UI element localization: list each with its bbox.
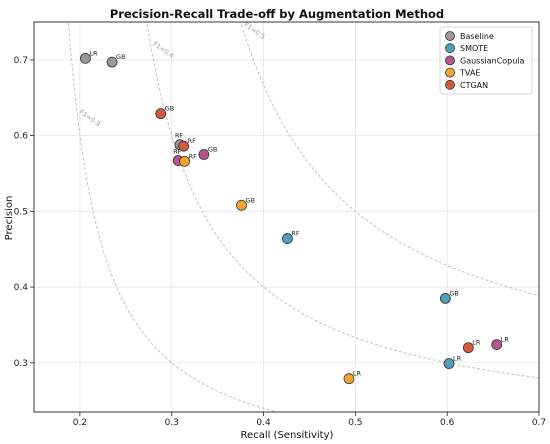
x-tick-label: 0.3 bbox=[165, 418, 179, 428]
y-axis-label: Precision bbox=[4, 196, 15, 241]
iso-f1-curves bbox=[67, 22, 539, 412]
series-gaussiancopula: RF GB LR bbox=[172, 146, 510, 351]
iso-f1-curve bbox=[240, 22, 539, 296]
data-point bbox=[106, 56, 118, 68]
legend-entry: SMOTE bbox=[460, 44, 488, 53]
x-tick-label: 0.2 bbox=[73, 418, 87, 428]
legend-marker bbox=[445, 43, 455, 54]
chart-title: Precision-Recall Trade-off by Augmentati… bbox=[110, 7, 444, 21]
iso-f1-label: F1=0.5 bbox=[243, 21, 267, 41]
point-label: RF bbox=[173, 148, 182, 156]
y-tick-label: 0.5 bbox=[14, 207, 28, 217]
point-label: LR bbox=[501, 336, 510, 344]
data-point bbox=[443, 358, 455, 369]
y-tick-label: 0.3 bbox=[14, 359, 28, 369]
point-label: GB bbox=[449, 289, 459, 297]
y-tick-label: 0.4 bbox=[14, 283, 29, 293]
series-ctgan: GB RF LR bbox=[155, 105, 481, 354]
data-point bbox=[179, 155, 190, 167]
data-point bbox=[155, 108, 167, 120]
legend-box bbox=[439, 26, 533, 95]
x-tick-label: 0.5 bbox=[348, 418, 362, 428]
legend-entry: TVAE bbox=[459, 69, 480, 78]
point-label: GB bbox=[116, 53, 126, 61]
point-label: RF bbox=[189, 152, 198, 160]
legend: Baseline SMOTE GaussianCopula TVAE CTGAN bbox=[439, 26, 533, 95]
point-label: GB bbox=[208, 146, 218, 154]
point-label: LR bbox=[472, 339, 481, 347]
legend-entry: CTGAN bbox=[460, 81, 488, 90]
series-smote: RF GB LR bbox=[282, 230, 462, 369]
legend-marker bbox=[445, 67, 455, 78]
point-label: GB bbox=[246, 196, 256, 204]
legend-marker bbox=[445, 31, 455, 41]
y-tick-label: 0.6 bbox=[14, 132, 29, 142]
data-point bbox=[178, 140, 190, 152]
data-point bbox=[343, 373, 355, 385]
x-tick-label: 0.6 bbox=[440, 418, 455, 428]
data-point bbox=[236, 199, 247, 211]
data-point bbox=[80, 52, 91, 64]
legend-marker bbox=[445, 55, 455, 66]
iso-f1-curve bbox=[67, 22, 279, 412]
legend-marker bbox=[445, 79, 455, 90]
x-tick-label: 0.4 bbox=[256, 418, 271, 428]
point-label: LR bbox=[353, 370, 362, 378]
point-label: LR bbox=[453, 355, 462, 363]
x-axis-label: Recall (Sensitivity) bbox=[241, 430, 334, 441]
data-point bbox=[439, 293, 451, 304]
point-label: RF bbox=[175, 132, 184, 140]
plot-area: 0.2 0.3 0.4 0.5 0.6 0.7 0.3 0.4 0.5 0.6 0.7 F1=0.3 F… bbox=[14, 21, 546, 428]
y-tick-label: 0.7 bbox=[14, 56, 28, 66]
point-label: LR bbox=[89, 49, 98, 57]
x-tick-label: 0.7 bbox=[532, 418, 546, 428]
legend-entry: GaussianCopula bbox=[460, 56, 525, 65]
plot-frame bbox=[33, 21, 540, 413]
point-label: GB bbox=[165, 105, 175, 113]
iso-f1-label: F1=0.3 bbox=[78, 108, 102, 128]
legend-entry: Baseline bbox=[460, 32, 494, 41]
data-point bbox=[198, 149, 210, 160]
point-label: RF bbox=[291, 230, 300, 238]
data-point bbox=[491, 339, 503, 351]
point-label: RF bbox=[188, 137, 197, 145]
series-baseline: LR GB RF bbox=[80, 49, 186, 151]
series-tvae: RF GB LR bbox=[179, 152, 362, 385]
data-point bbox=[282, 233, 293, 244]
data-point bbox=[462, 342, 474, 354]
iso-f1-curve bbox=[146, 22, 539, 379]
